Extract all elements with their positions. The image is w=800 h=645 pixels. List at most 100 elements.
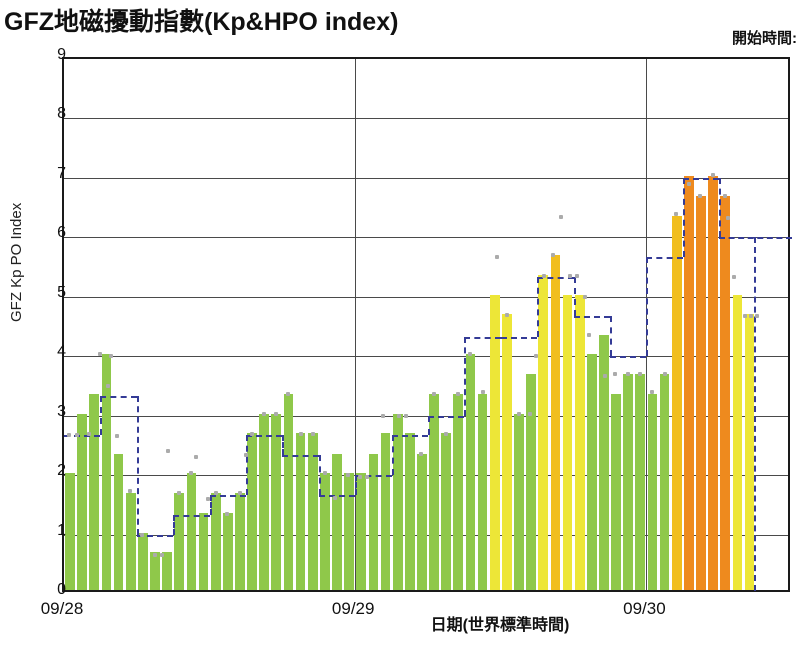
hp-bar [332,453,342,590]
hp-bar [550,254,561,590]
hp30-dot [587,333,592,338]
hp30-dot [358,474,363,479]
kp-line-connector [610,316,612,357]
hp30-dot [66,433,71,438]
hp30-dot [237,490,242,495]
hp-bar [198,512,209,590]
hp30-dot [87,431,92,436]
hp-bar [453,394,464,590]
hp-bar [720,195,731,590]
hp-bar [659,373,670,590]
hp30-dot [731,275,736,280]
hp30-dot [206,496,211,501]
hp-bar [732,294,743,590]
hp-bar [429,394,439,590]
hp30-dot [697,193,702,198]
hp-bar [174,492,185,590]
hp30-dot [468,352,473,357]
hp-bar [344,473,354,590]
hp30-dot [332,495,337,500]
kp-line-connector [209,494,212,515]
hp30-dot [396,413,401,418]
kp-line-segment [246,435,283,438]
hp-bar [113,453,124,590]
kp-line-segment [500,336,538,339]
hp-bar [222,512,233,590]
kp-line-connector [537,277,540,337]
hp30-dot [381,413,386,418]
hp30-dot [638,372,643,377]
hp30-dot [189,471,194,476]
kp-line-segment [173,514,210,517]
hp-bar [271,413,282,590]
kp-line-connector [282,435,285,456]
hp30-dot [662,372,667,377]
hp-bar [502,314,512,590]
hp30-dot [404,413,409,418]
y-tick-label: 4 [57,343,66,361]
kp-line-segment [537,277,574,280]
kp-line-connector [136,396,139,535]
hp30-dot [582,294,587,299]
hp30-dot [432,391,437,396]
kp-line-segment [646,256,683,259]
hp-bar [477,394,488,590]
kp-line-connector [318,455,321,495]
hp-bar [744,314,755,590]
hp-bar [320,473,330,590]
kp-line-segment [573,316,610,319]
hp30-dot [626,372,631,377]
hp30-dot [742,314,747,319]
hp30-dot [127,489,132,494]
hp-bar [465,354,476,590]
hp30-dot [456,391,461,396]
hp-bar [65,473,75,590]
hp30-dot [105,383,110,388]
x-axis-title: 日期(世界標準時間) [430,617,570,634]
hp30-dot [550,253,555,258]
kp-line-segment [282,455,319,458]
y-tick-label: 8 [57,105,66,123]
hp-bar [295,433,306,590]
hp-bar [89,394,100,590]
hp-bar [368,453,379,590]
hp30-dot [418,452,423,457]
hp30-dot [480,389,485,394]
hp30-dot [115,434,120,439]
x-day-label: 09/29 [331,599,375,618]
hp30-dot [224,511,229,516]
hp-bar [235,492,245,590]
kp-line-connector [246,435,248,495]
hp30-dot [139,532,144,537]
hp30-dot [98,352,103,357]
hp30-dot [567,273,572,278]
hp30-dot [559,214,564,219]
hp30-dot [686,181,691,186]
hp-bar [210,492,221,590]
hp-bar [283,394,294,590]
y-tick-label: 7 [57,164,66,182]
kp-line-segment [682,177,720,180]
kp-line-segment [464,336,501,339]
kp-line-connector [682,177,685,257]
hp30-dot [612,372,617,377]
hp30-dot [310,431,315,436]
hp30-dot [213,490,218,495]
hp30-dot [504,312,509,317]
hp-bar [696,195,706,590]
hp30-dot [542,273,547,278]
day-gridline [355,59,357,590]
kp-line-connector [428,415,430,436]
y-tick-label: 9 [57,46,66,63]
hp-bar [259,413,270,590]
grid-line-h [64,296,788,298]
hp-bar [574,294,585,590]
hp30-dot [345,473,350,478]
grid-line-h [64,237,788,239]
hp30-dot [244,453,248,458]
hp-bar [611,394,621,590]
kp-line-segment [391,435,428,438]
hp30-dot [533,354,538,359]
hp-bar [684,175,694,590]
hp-bar [526,373,536,590]
